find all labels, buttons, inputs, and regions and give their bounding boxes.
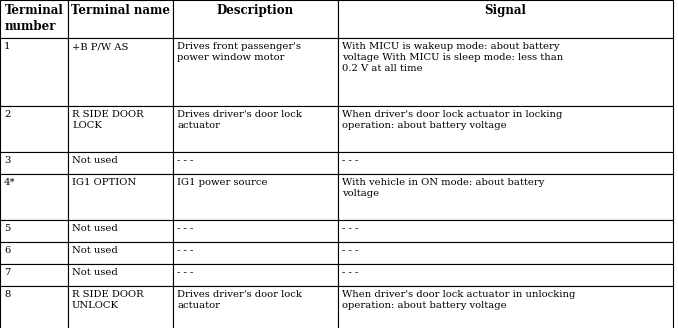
Bar [173,286,338,328]
Text: 6: 6 [4,246,10,255]
Text: Drives driver's door lock
actuator: Drives driver's door lock actuator [177,290,302,310]
Bar [0,286,68,328]
Text: Not used: Not used [72,246,118,255]
Text: With vehicle in ON mode: about battery
voltage: With vehicle in ON mode: about battery v… [342,178,544,198]
Text: Terminal name: Terminal name [71,4,170,17]
Text: - - -: - - - [177,224,193,233]
Bar [0,264,68,286]
Bar [338,220,673,242]
Text: - - -: - - - [177,268,193,277]
Bar [338,174,673,220]
Text: Not used: Not used [72,156,118,165]
Text: When driver's door lock actuator in unlocking
operation: about battery voltage: When driver's door lock actuator in unlo… [342,290,576,310]
Text: Signal: Signal [485,4,526,17]
Bar [68,242,173,264]
Text: IG1 power source: IG1 power source [177,178,268,187]
Text: Drives front passenger's
power window motor: Drives front passenger's power window mo… [177,42,301,62]
Text: Drives driver's door lock
actuator: Drives driver's door lock actuator [177,110,302,130]
Bar [68,152,173,174]
Text: - - -: - - - [177,156,193,165]
Bar [173,106,338,152]
Text: 1: 1 [4,42,10,51]
Text: - - -: - - - [177,246,193,255]
Bar [68,264,173,286]
Bar [68,220,173,242]
Bar [338,38,673,106]
Text: 4*: 4* [4,178,16,187]
Bar [0,38,68,106]
Text: - - -: - - - [342,268,359,277]
Bar [0,0,68,38]
Bar [0,152,68,174]
Bar [173,152,338,174]
Text: Terminal
number: Terminal number [5,4,63,33]
Bar [338,0,673,38]
Text: IG1 OPTION: IG1 OPTION [72,178,136,187]
Bar [0,242,68,264]
Bar [68,106,173,152]
Bar [338,264,673,286]
Bar [173,242,338,264]
Text: With MICU is wakeup mode: about battery
voltage With MICU is sleep mode: less th: With MICU is wakeup mode: about battery … [342,42,563,73]
Bar [0,106,68,152]
Bar [68,38,173,106]
Bar [173,174,338,220]
Text: Not used: Not used [72,224,118,233]
Text: - - -: - - - [342,156,359,165]
Text: - - -: - - - [342,224,359,233]
Text: 8: 8 [4,290,10,299]
Text: Not used: Not used [72,268,118,277]
Text: +B P/W AS: +B P/W AS [72,42,128,51]
Bar [0,220,68,242]
Text: R SIDE DOOR
LOCK: R SIDE DOOR LOCK [72,110,144,130]
Text: 3: 3 [4,156,10,165]
Bar [338,106,673,152]
Text: Description: Description [217,4,294,17]
Text: 2: 2 [4,110,10,119]
Text: 5: 5 [4,224,10,233]
Text: R SIDE DOOR
UNLOCK: R SIDE DOOR UNLOCK [72,290,144,310]
Text: 7: 7 [4,268,10,277]
Bar [68,174,173,220]
Bar [173,0,338,38]
Text: When driver's door lock actuator in locking
operation: about battery voltage: When driver's door lock actuator in lock… [342,110,562,130]
Bar [0,174,68,220]
Bar [68,286,173,328]
Bar [173,264,338,286]
Bar [68,0,173,38]
Bar [338,286,673,328]
Bar [338,242,673,264]
Bar [338,152,673,174]
Text: - - -: - - - [342,246,359,255]
Bar [173,38,338,106]
Bar [173,220,338,242]
